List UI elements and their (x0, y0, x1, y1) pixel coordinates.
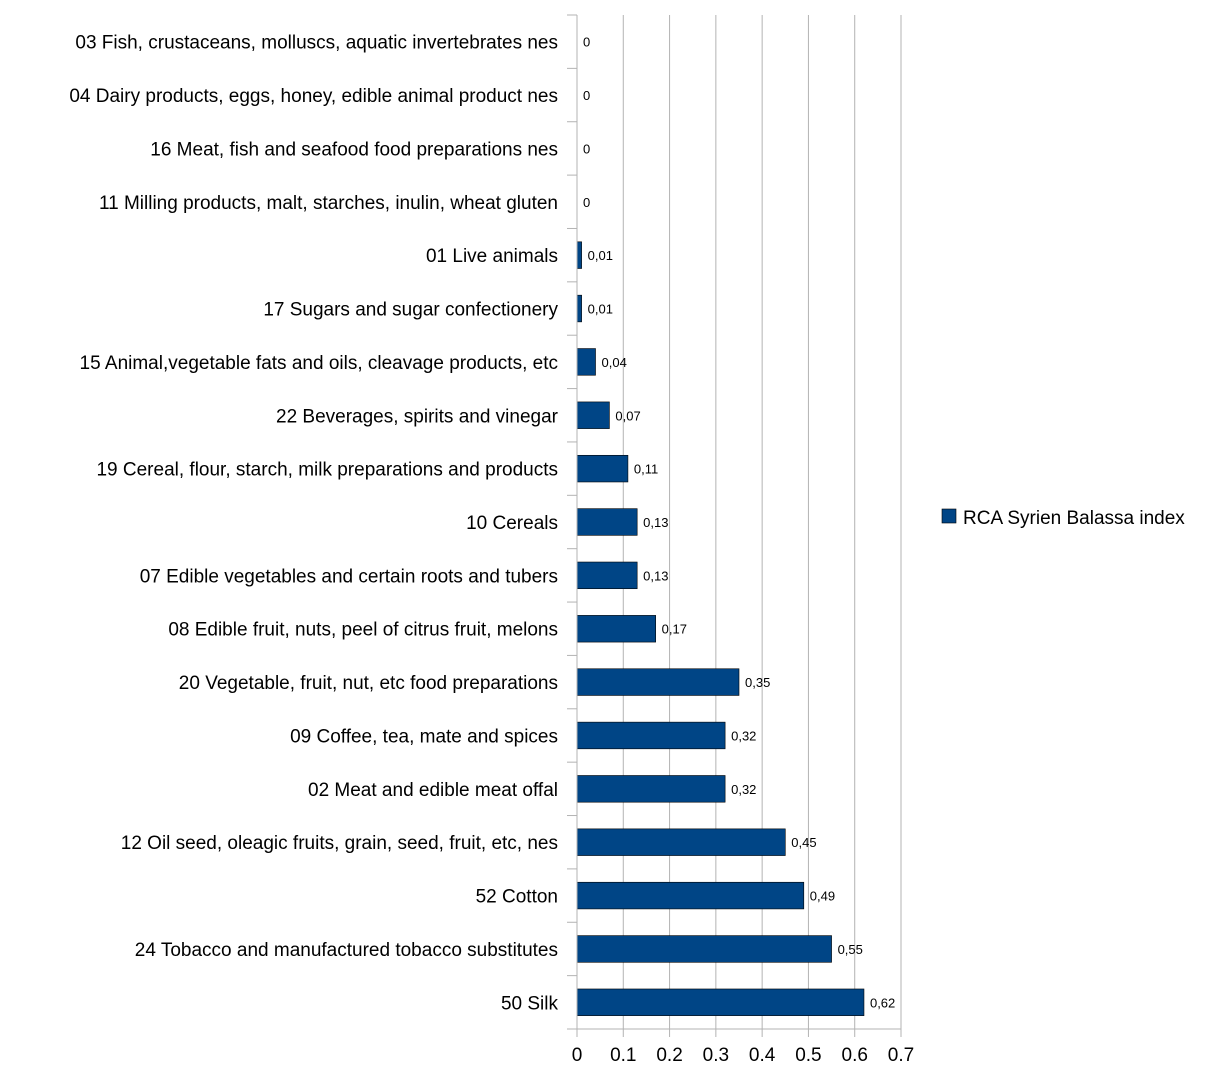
data-label: 0,35 (745, 675, 770, 690)
category-label: 19 Cereal, flour, starch, milk preparati… (96, 460, 558, 481)
category-labels: 03 Fish, crustaceans, molluscs, aquatic … (69, 33, 558, 1015)
data-label: 0 (583, 195, 590, 210)
data-label: 0,32 (731, 728, 756, 743)
category-label: 50 Silk (501, 993, 559, 1014)
bar (576, 294, 582, 323)
data-label: 0,13 (643, 515, 668, 530)
data-label: 0,13 (643, 568, 668, 583)
x-tick-label: 0.7 (888, 1045, 914, 1066)
data-label: 0 (583, 141, 590, 156)
x-tick-label: 0 (572, 1045, 583, 1066)
data-label: 0,17 (662, 622, 687, 637)
data-label: 0,62 (870, 995, 895, 1010)
bar (576, 988, 865, 1016)
category-label: 24 Tobacco and manufactured tobacco subs… (135, 940, 558, 961)
category-label: 01 Live animals (426, 246, 558, 267)
category-label: 22 Beverages, spirits and vinegar (276, 406, 559, 427)
data-label: 0,55 (838, 942, 863, 957)
data-label: 0,04 (602, 355, 627, 370)
axes (567, 14, 902, 1037)
data-labels: 0 0 0 0 0,01 0,01 0,04 0,07 0,11 0,13 0,13 0,17 0,35… (583, 35, 895, 1011)
bar (576, 241, 582, 269)
bar (576, 935, 832, 963)
category-label: 11 Milling products, malt, starches, inu… (99, 193, 558, 214)
bar (576, 668, 740, 696)
bar (576, 508, 638, 536)
grid-lines (622, 15, 902, 1029)
x-tick-label: 0.2 (656, 1045, 682, 1066)
category-label: 52 Cotton (476, 887, 558, 908)
category-label: 15 Animal,vegetable fats and oils, cleav… (80, 353, 558, 374)
category-label: 08 Edible fruit, nuts, peel of citrus fr… (168, 620, 558, 641)
category-label: 20 Vegetable, fruit, nut, etc food prepa… (179, 673, 558, 694)
category-label: 09 Coffee, tea, mate and spices (290, 726, 558, 747)
x-tick-label: 0.4 (749, 1045, 776, 1066)
x-tick-label: 0.6 (842, 1045, 868, 1066)
bar (576, 401, 610, 429)
category-label: 16 Meat, fish and seafood food preparati… (150, 139, 558, 160)
bars (576, 241, 865, 1016)
bar (576, 615, 656, 643)
data-label: 0,49 (810, 889, 835, 904)
category-label: 02 Meat and edible meat offal (308, 780, 558, 801)
legend: RCA Syrien Balassa index (941, 508, 1185, 529)
data-label: 0 (583, 88, 590, 103)
data-label: 0 (583, 35, 590, 50)
data-label: 0,11 (634, 462, 658, 477)
category-label: 17 Sugars and sugar confectionery (263, 300, 558, 321)
bar (576, 828, 786, 856)
x-tick-label: 0.3 (703, 1045, 729, 1066)
data-label: 0,45 (791, 835, 816, 850)
category-label: 12 Oil seed, oleagic fruits, grain, seed… (121, 833, 558, 854)
category-label: 07 Edible vegetables and certain roots a… (140, 566, 558, 587)
bar (576, 721, 726, 750)
data-label: 0,01 (588, 302, 613, 317)
legend-label: RCA Syrien Balassa index (963, 508, 1185, 529)
category-label: 10 Cereals (466, 513, 558, 534)
data-label: 0,01 (588, 248, 613, 263)
bar (576, 561, 638, 590)
x-tick-label: 0.5 (795, 1045, 821, 1066)
data-label: 0,07 (615, 408, 640, 423)
category-label: 03 Fish, crustaceans, molluscs, aquatic … (75, 33, 558, 54)
x-tick-labels: 0 0.1 0.2 0.3 0.4 0.5 0.6 0.7 (572, 1045, 915, 1066)
bar (576, 454, 629, 483)
bar (576, 348, 596, 376)
data-label: 0,32 (731, 782, 756, 797)
legend-swatch (941, 508, 957, 524)
category-label: 04 Dairy products, eggs, honey, edible a… (69, 86, 558, 107)
bar (576, 775, 726, 803)
x-tick-label: 0.1 (610, 1045, 636, 1066)
bar (576, 881, 805, 910)
